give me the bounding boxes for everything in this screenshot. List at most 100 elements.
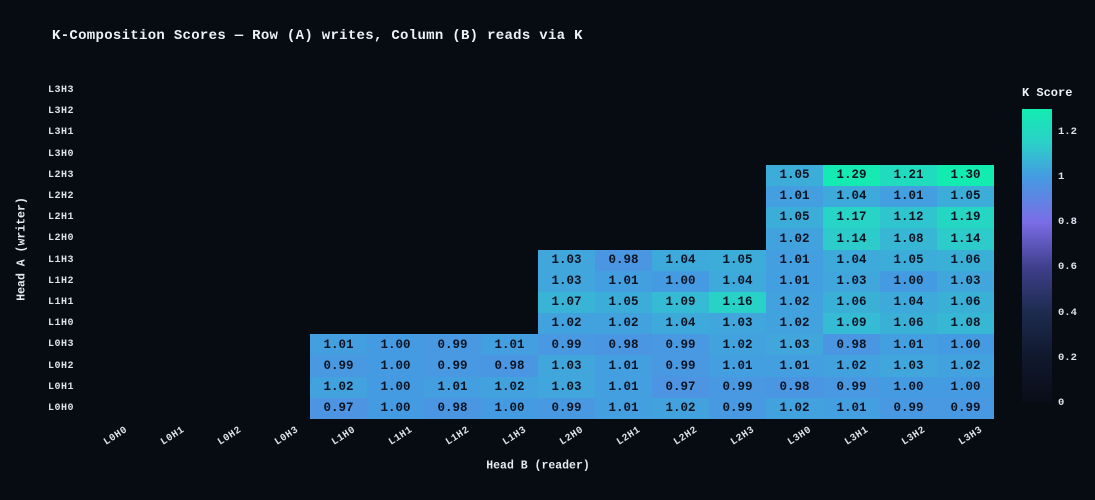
heatmap-empty-cell	[595, 122, 652, 143]
heatmap-cell: 1.04	[652, 313, 709, 335]
heatmap-empty-cell	[310, 144, 367, 165]
heatmap-empty-cell	[481, 144, 538, 165]
heatmap-empty-cell	[709, 186, 766, 207]
heatmap-cell: 1.01	[880, 334, 937, 356]
heatmap-empty-cell	[424, 313, 481, 334]
heatmap-cell: 1.09	[823, 313, 880, 335]
heatmap-empty-cell	[367, 122, 424, 143]
heatmap-empty-cell	[367, 207, 424, 228]
heatmap-empty-cell	[709, 101, 766, 122]
heatmap-empty-cell	[310, 101, 367, 122]
colorbar-title: K Score	[1022, 86, 1073, 100]
x-tick-label: L0H0	[102, 425, 131, 449]
heatmap-cell: 0.98	[595, 334, 652, 356]
heatmap-empty-cell	[139, 101, 196, 122]
heatmap-cell: 1.03	[709, 313, 766, 335]
x-tick-label: L2H2	[672, 425, 701, 449]
y-tick-label: L3H0	[47, 148, 74, 160]
x-tick-label: L2H3	[729, 425, 758, 449]
x-axis-tick-labels: L0H0 L0H1 L0H2 L0H3 L1H0 L1H1 L1H2 L1H3 L2H0 L2H1…	[82, 419, 994, 459]
y-tick-label: L2H0	[47, 233, 74, 245]
heatmap-cell: 1.02	[310, 376, 367, 398]
heatmap-empty-cell	[367, 292, 424, 313]
heatmap-empty-cell	[823, 80, 880, 101]
heatmap-cell: 1.00	[880, 270, 937, 292]
heatmap-empty-cell	[424, 80, 481, 101]
heatmap-empty-cell	[937, 101, 994, 122]
heatmap-empty-cell	[424, 250, 481, 271]
heatmap-cell: 1.02	[709, 334, 766, 356]
heatmap-cell: 1.02	[538, 313, 595, 335]
x-tick-label: L1H3	[501, 425, 530, 449]
heatmap-empty-cell	[310, 313, 367, 334]
heatmap-cell: 0.99	[823, 376, 880, 398]
y-tick-label: L1H3	[47, 254, 74, 266]
heatmap-cell: 0.98	[424, 397, 481, 419]
heatmap-empty-cell	[595, 165, 652, 186]
heatmap-empty-cell	[196, 313, 253, 334]
y-tick-label: L2H3	[47, 169, 74, 181]
heatmap-cell: 1.00	[937, 376, 994, 398]
heatmap-empty-cell	[595, 186, 652, 207]
heatmap-empty-cell	[253, 101, 310, 122]
heatmap-empty-cell	[880, 144, 937, 165]
heatmap-empty-cell	[367, 228, 424, 249]
y-tick-label: L0H0	[47, 402, 74, 414]
x-tick-label: L3H3	[957, 425, 986, 449]
heatmap-cell: 1.14	[937, 228, 994, 250]
heatmap-empty-cell	[709, 144, 766, 165]
heatmap-cell: 1.16	[709, 291, 766, 314]
heatmap-empty-cell	[652, 186, 709, 207]
heatmap-cell: 1.05	[937, 185, 994, 208]
heatmap-cell: 0.98	[766, 376, 823, 398]
heatmap-cell: 1.01	[310, 334, 367, 356]
heatmap-cell: 0.99	[310, 355, 367, 377]
heatmap-empty-cell	[538, 122, 595, 143]
heatmap-empty-cell	[82, 355, 139, 376]
heatmap-cell: 0.99	[652, 334, 709, 356]
heatmap-cell: 0.99	[424, 355, 481, 377]
heatmap-empty-cell	[766, 122, 823, 143]
heatmap-empty-cell	[367, 144, 424, 165]
x-tick-label: L0H2	[216, 425, 245, 449]
heatmap-empty-cell	[82, 271, 139, 292]
heatmap-empty-cell	[139, 165, 196, 186]
x-tick-label: L3H1	[843, 425, 872, 449]
heatmap-cell: 0.97	[310, 397, 367, 419]
heatmap-cell: 1.01	[481, 334, 538, 356]
heatmap-empty-cell	[253, 122, 310, 143]
heatmap-empty-cell	[253, 355, 310, 376]
heatmap-empty-cell	[82, 165, 139, 186]
y-axis-tick-labels: L3H3 L3H2 L3H1 L3H0 L2H3 L2H2 L2H1 L2H0 L1H3 L1H2…	[0, 80, 74, 419]
heatmap-cell: 1.01	[424, 376, 481, 398]
heatmap-cell: 1.05	[880, 249, 937, 271]
heatmap-empty-cell	[139, 313, 196, 334]
heatmap-empty-cell	[82, 207, 139, 228]
heatmap-empty-cell	[82, 377, 139, 398]
heatmap-empty-cell	[652, 228, 709, 249]
heatmap-cell: 1.14	[823, 228, 880, 250]
heatmap-empty-cell	[310, 122, 367, 143]
y-tick-label: L0H3	[47, 339, 74, 351]
heatmap-empty-cell	[139, 186, 196, 207]
colorbar-tick-label: 0	[1058, 397, 1065, 409]
heatmap-cell: 1.21	[880, 164, 937, 186]
heatmap-empty-cell	[139, 228, 196, 249]
heatmap-empty-cell	[196, 292, 253, 313]
heatmap-cell: 1.00	[367, 376, 424, 398]
colorbar-tick-label: 0.6	[1058, 261, 1077, 274]
heatmap-empty-cell	[481, 165, 538, 186]
heatmap-cell: 1.01	[709, 355, 766, 377]
x-tick-label: L3H0	[786, 425, 815, 449]
heatmap-cell: 1.00	[481, 397, 538, 419]
heatmap-cell: 1.05	[709, 249, 766, 271]
heatmap-cell: 0.98	[481, 355, 538, 377]
heatmap-cell: 1.04	[652, 249, 709, 271]
heatmap-cell: 1.09	[652, 291, 709, 314]
heatmap-empty-cell	[481, 271, 538, 292]
heatmap-empty-cell	[823, 122, 880, 143]
heatmap-empty-cell	[367, 165, 424, 186]
heatmap-empty-cell	[652, 144, 709, 165]
heatmap-empty-cell	[709, 80, 766, 101]
heatmap-cell: 1.12	[880, 207, 937, 229]
